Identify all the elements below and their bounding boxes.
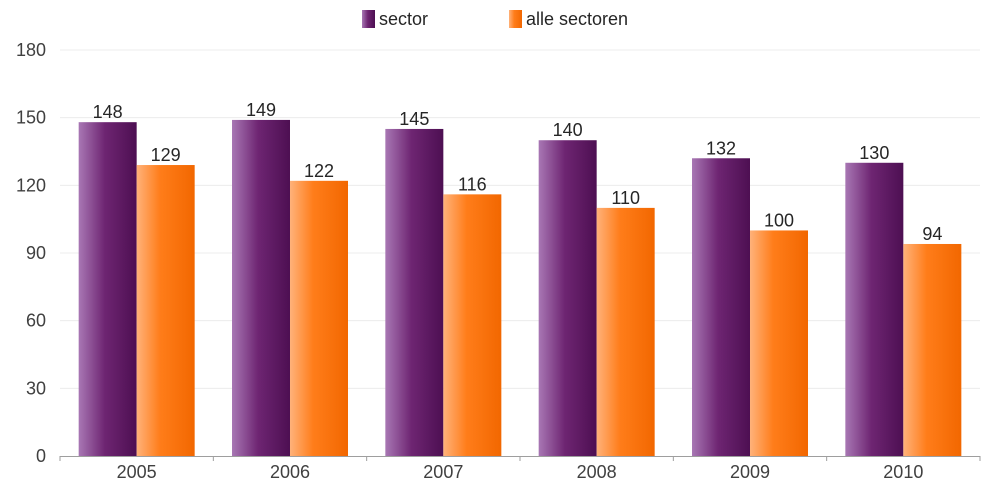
bar-alle-sectoren-2009: [750, 230, 808, 456]
data-label: 132: [706, 138, 736, 158]
x-axis: 2005 2006 2007 2008 2009 2010: [59, 456, 981, 482]
y-tick-label: 120: [16, 175, 46, 195]
bar-sector-2007: [385, 128, 444, 456]
data-label: 130: [859, 143, 889, 163]
y-tick-label: 90: [26, 243, 46, 263]
x-tick-label: 2009: [730, 462, 770, 482]
data-label: 140: [553, 120, 583, 140]
bar-alle-sectoren-2008: [596, 207, 655, 456]
legend-swatch-alle-sectoren: [509, 10, 522, 28]
bar-sector-2006: [232, 119, 290, 456]
gridlines: [60, 49, 980, 389]
data-label: 145: [399, 109, 429, 129]
bar-sector-2010: [845, 162, 904, 456]
y-tick-label: 60: [26, 311, 46, 331]
data-label: 94: [922, 224, 942, 244]
legend: sector alle sectoren: [362, 9, 628, 29]
data-label: 129: [151, 145, 181, 165]
data-label: 149: [246, 100, 276, 120]
y-tick-label: 30: [26, 378, 46, 398]
data-label: 110: [611, 188, 640, 208]
y-tick-label: 0: [36, 446, 46, 466]
legend-swatch-sector: [362, 10, 375, 28]
value-labels: 148 129 149 122 145 116 140 110 132 100 130 94: [93, 100, 943, 244]
x-tick-label: 2007: [423, 462, 463, 482]
x-tick-label: 2010: [883, 462, 923, 482]
data-label: 116: [458, 174, 487, 194]
bar-sector-2009: [692, 158, 750, 456]
y-tick-label: 180: [16, 40, 46, 60]
x-tick-label: 2005: [117, 462, 157, 482]
legend-label: alle sectoren: [526, 9, 628, 29]
bar-alle-sectoren-2006: [290, 180, 348, 457]
x-tick-label: 2006: [270, 462, 310, 482]
bar-alle-sectoren-2005: [136, 165, 195, 457]
bar-alle-sectoren-2007: [443, 194, 502, 456]
legend-label: sector: [379, 9, 428, 29]
y-tick-label: 150: [16, 108, 46, 128]
x-tick-label: 2008: [577, 462, 617, 482]
data-label: 122: [304, 161, 334, 181]
data-label: 148: [93, 102, 123, 122]
bar-sector-2008: [538, 140, 597, 456]
bar-alle-sectoren-2010: [903, 243, 962, 456]
bar-sector-2005: [78, 122, 137, 456]
bars: [78, 119, 962, 457]
data-label: 100: [764, 210, 794, 230]
